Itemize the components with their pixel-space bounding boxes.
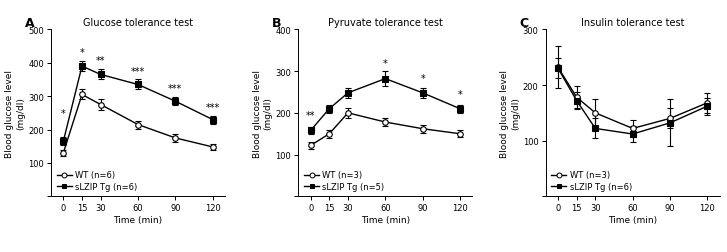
X-axis label: Time (min): Time (min) — [113, 215, 163, 224]
Title: Glucose tolerance test: Glucose tolerance test — [83, 18, 193, 28]
Text: *: * — [61, 108, 65, 118]
Text: B: B — [272, 17, 281, 30]
Y-axis label: Blood glucose level
(mg/dl): Blood glucose level (mg/dl) — [252, 70, 273, 157]
Title: Insulin tolerance test: Insulin tolerance test — [581, 18, 684, 28]
X-axis label: Time (min): Time (min) — [608, 215, 657, 224]
Text: ***: *** — [206, 103, 220, 112]
Text: *: * — [420, 74, 425, 83]
Legend: WT (n=3), sLZIP Tg (n=5): WT (n=3), sLZIP Tg (n=5) — [302, 169, 386, 193]
Text: *: * — [457, 90, 462, 100]
Text: ***: *** — [131, 67, 145, 77]
Y-axis label: Blood glucose level
(mg/dl): Blood glucose level (mg/dl) — [500, 70, 520, 157]
Y-axis label: Blood glucose level
(mg/dl): Blood glucose level (mg/dl) — [5, 70, 25, 157]
Text: ***: *** — [168, 84, 182, 94]
Text: C: C — [519, 17, 529, 30]
Legend: WT (n=6), sLZIP Tg (n=6): WT (n=6), sLZIP Tg (n=6) — [55, 169, 139, 193]
X-axis label: Time (min): Time (min) — [361, 215, 410, 224]
Text: *: * — [80, 48, 84, 57]
Text: **: ** — [96, 56, 105, 66]
Text: *: * — [383, 58, 387, 69]
Text: A: A — [25, 17, 34, 30]
Legend: WT (n=3), sLZIP Tg (n=6): WT (n=3), sLZIP Tg (n=6) — [550, 169, 634, 193]
Title: Pyruvate tolerance test: Pyruvate tolerance test — [328, 18, 443, 28]
Text: **: ** — [306, 111, 316, 121]
